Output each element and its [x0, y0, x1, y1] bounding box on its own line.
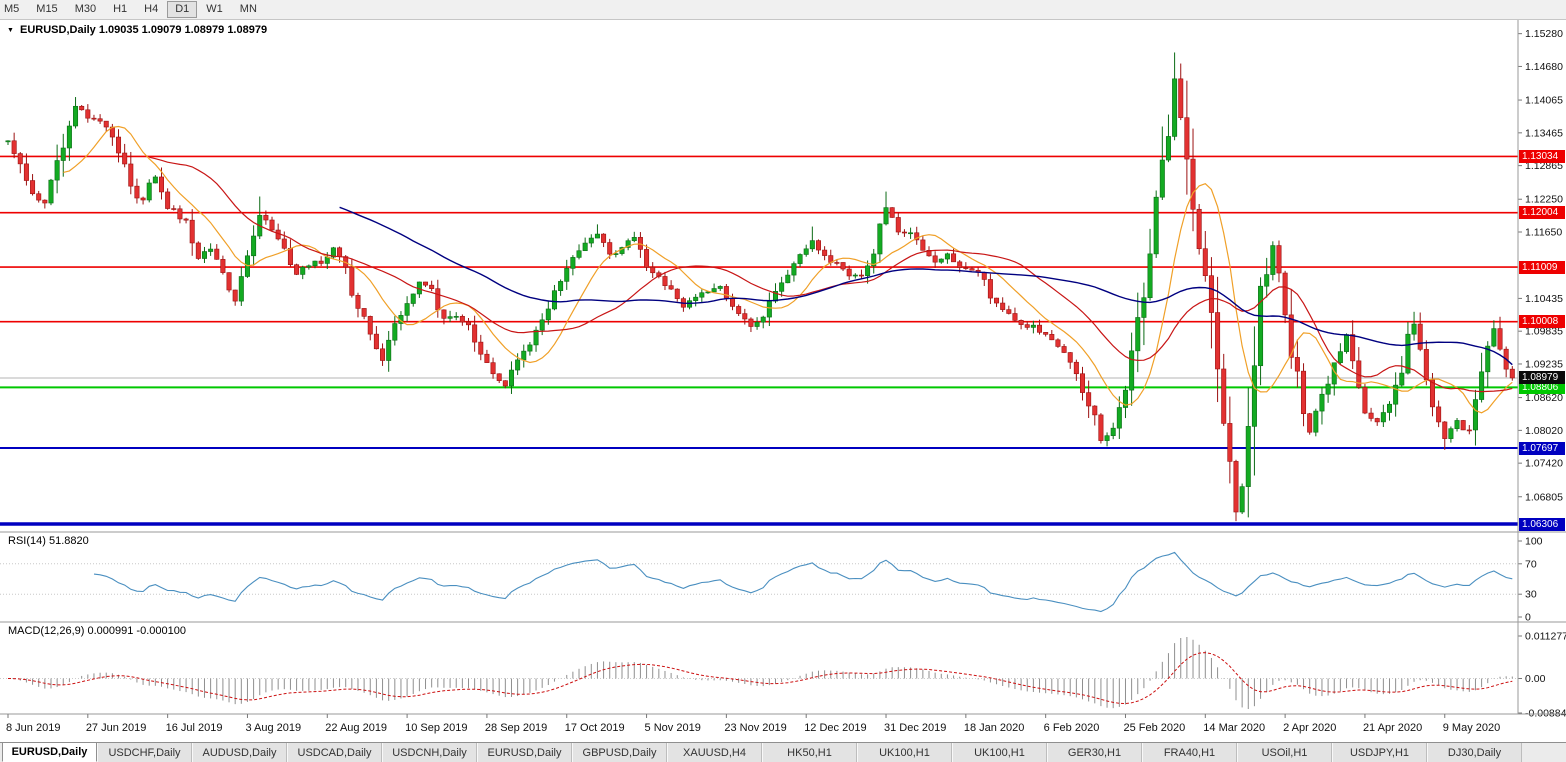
price-axis-label: 1.08020	[1525, 425, 1563, 437]
price-axis-label: 1.09235	[1525, 358, 1563, 370]
price-badge: 1.07697	[1519, 441, 1565, 455]
macd-axis-label: 0.00	[1525, 673, 1546, 685]
price-axis-label: 1.06805	[1525, 491, 1563, 503]
date-axis-label: 16 Jul 2019	[166, 722, 223, 734]
rsi-axis-label: 100	[1525, 536, 1543, 548]
symbol-name: EURUSD,Daily	[20, 24, 96, 36]
price-axis-label: 1.15280	[1525, 28, 1563, 40]
timeframe-button-mn[interactable]: MN	[239, 3, 257, 15]
timeframe-button-w1[interactable]: W1	[206, 3, 223, 15]
date-axis-label: 31 Dec 2019	[884, 722, 946, 734]
moving-average-line	[339, 206, 1513, 366]
chart-tab[interactable]: FRA40,H1	[1142, 743, 1237, 762]
date-axis-label: 8 Jun 2019	[6, 722, 60, 734]
moving-average-line	[149, 156, 1513, 393]
chart-tab[interactable]: USDCNH,Daily	[382, 743, 477, 762]
macd-indicator-label: MACD(12,26,9) 0.000991 -0.000100	[8, 625, 186, 637]
rsi-name: RSI(14)	[8, 535, 46, 547]
price-badge: 1.06306	[1519, 517, 1565, 531]
timeframe-button-d1[interactable]: D1	[167, 1, 198, 18]
date-axis-label: 18 Jan 2020	[964, 722, 1025, 734]
date-axis-label: 10 Sep 2019	[405, 722, 467, 734]
chart-tab[interactable]: USDCAD,Daily	[287, 743, 382, 762]
price-axis-label: 1.12250	[1525, 194, 1563, 206]
rsi-axis-label: 70	[1525, 558, 1537, 570]
chart-tab[interactable]: DJ30,Daily	[1427, 743, 1522, 762]
chart-canvas[interactable]: 1.15280 1.14680 1.14065 1.13465 1.12865 1.122…	[0, 0, 1566, 742]
price-axis-label: 1.13465	[1525, 127, 1563, 139]
price-axis-label: 1.12865	[1525, 160, 1563, 172]
rsi-indicator-label: RSI(14) 51.8820	[8, 535, 89, 547]
rsi-axis-label: 0	[1525, 612, 1531, 624]
price-axis-label: 1.10435	[1525, 293, 1563, 305]
rsi-value: 51.8820	[48, 535, 89, 547]
price-axis-label: 1.14065	[1525, 95, 1563, 107]
timeframe-button-h1[interactable]: H1	[113, 3, 128, 15]
date-axis-label: 25 Feb 2020	[1123, 722, 1185, 734]
timeframe-button-m30[interactable]: M30	[74, 3, 97, 15]
date-axis-label: 3 Aug 2019	[245, 722, 301, 734]
timeframe-button-m5[interactable]: M5	[4, 3, 20, 15]
chart-tab[interactable]: USDCHF,Daily	[97, 743, 192, 762]
date-axis-label: 9 May 2020	[1443, 722, 1500, 734]
chart-tab[interactable]: AUDUSD,Daily	[192, 743, 287, 762]
macd-histogram	[13, 637, 1513, 709]
date-axis-label: 12 Dec 2019	[804, 722, 866, 734]
chart-tab[interactable]: XAUUSD,H4	[667, 743, 762, 762]
rsi-line	[93, 551, 1513, 613]
price-axis-label: 1.09835	[1525, 326, 1563, 338]
chart-tab[interactable]: EURUSD,Daily	[2, 742, 97, 762]
price-axis-label: 1.11650	[1525, 227, 1562, 239]
price-badge: 1.13034	[1519, 149, 1565, 163]
price-axis-label: 1.07420	[1525, 458, 1563, 470]
chart-tab[interactable]: EURUSD,Daily	[477, 743, 572, 762]
chart-tab[interactable]: USOil,H1	[1237, 743, 1332, 762]
macd-axis-label: 0.011277	[1525, 631, 1566, 643]
chart-tab[interactable]: UK100,H1	[952, 743, 1047, 762]
candles	[5, 52, 1515, 522]
price-badge: 1.11009	[1519, 260, 1565, 274]
date-axis-label: 5 Nov 2019	[645, 722, 701, 734]
price-axis-label: 1.08620	[1525, 392, 1563, 404]
date-axis-label: 27 Jun 2019	[86, 722, 147, 734]
chart-tab[interactable]: GER30,H1	[1047, 743, 1142, 762]
symbol-ohlc: 1.09035 1.09079 1.08979 1.08979	[98, 24, 268, 36]
chart-tab[interactable]: GBPUSD,Daily	[572, 743, 667, 762]
timeframe-button-h4[interactable]: H4	[144, 3, 159, 15]
price-badge: 1.08979	[1519, 371, 1565, 385]
chart-tab[interactable]: HK50,H1	[762, 743, 857, 762]
date-axis-label: 23 Nov 2019	[724, 722, 786, 734]
macd-signal-line	[7, 652, 1513, 705]
symbol-dropdown-icon[interactable]: ▼	[7, 27, 14, 34]
date-axis-label: 28 Sep 2019	[485, 722, 547, 734]
chart-tab[interactable]: UK100,H1	[857, 743, 952, 762]
date-axis-label: 17 Oct 2019	[565, 722, 625, 734]
timeframe-buttons: M5 M15 M30 H1 H4 D1 W1 MN	[0, 1, 266, 18]
date-axis-label: 14 Mar 2020	[1203, 722, 1265, 734]
moving-average-line	[63, 125, 1513, 414]
date-axis-label: 2 Apr 2020	[1283, 722, 1336, 734]
rsi-axis-label: 30	[1525, 589, 1537, 601]
chart-tab[interactable]: USDJPY,H1	[1332, 743, 1427, 762]
price-badge: 1.10008	[1519, 315, 1565, 329]
macd-name: MACD(12,26,9)	[8, 625, 85, 637]
price-axis-label: 1.14680	[1525, 61, 1563, 73]
chart-tabs: EURUSD,Daily USDCHF,Daily AUDUSD,Daily USDC…	[0, 742, 1566, 762]
date-axis-label: 22 Aug 2019	[325, 722, 387, 734]
macd-values: 0.000991 -0.000100	[87, 625, 186, 637]
date-axis-label: 6 Feb 2020	[1044, 722, 1100, 734]
timeframe-button-m15[interactable]: M15	[36, 3, 58, 15]
price-badge: 1.12004	[1519, 206, 1565, 220]
date-axis-label: 21 Apr 2020	[1363, 722, 1422, 734]
timeframe-toolbar: M5 M15 M30 H1 H4 D1 W1 MN	[0, 0, 1566, 20]
chart-symbol-header: ▼ EURUSD,Daily 1.09035 1.09079 1.08979 1…	[7, 24, 267, 36]
